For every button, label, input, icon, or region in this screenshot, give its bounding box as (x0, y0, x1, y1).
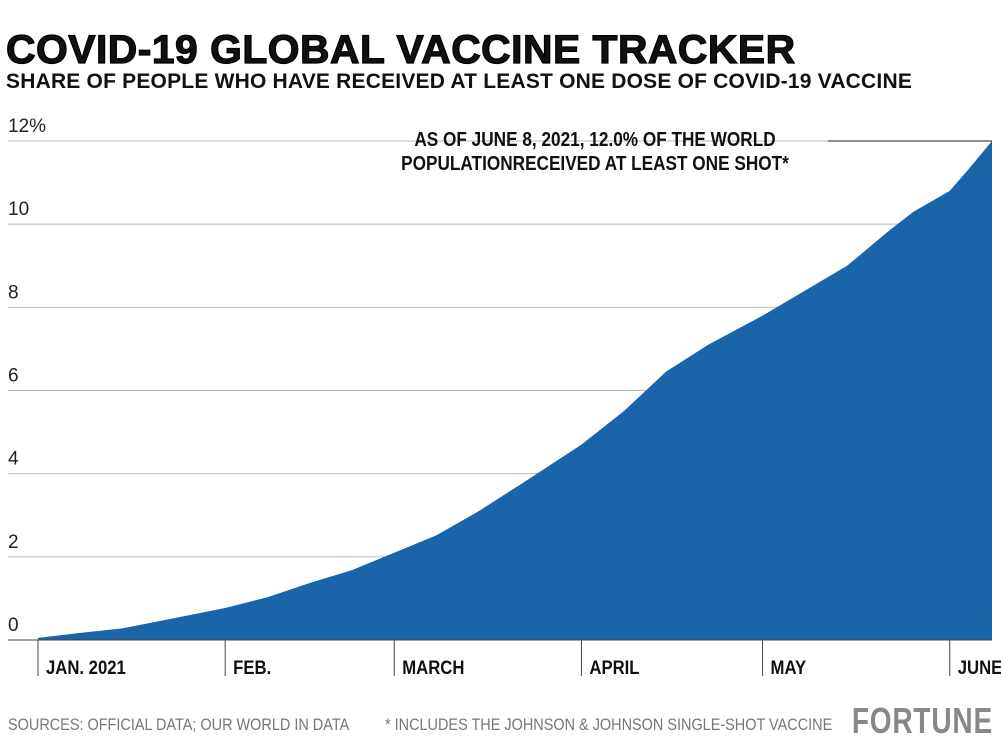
chart-title: COVID-19 GLOBAL VACCINE TRACKER (5, 27, 796, 72)
y-tick-label: 2 (8, 532, 19, 553)
x-tick-label: APRIL (589, 657, 639, 678)
sources-note: SOURCES: OFFICIAL DATA; OUR WORLD IN DAT… (8, 715, 350, 734)
annotation-line-2: POPULATIONRECEIVED AT LEAST ONE SHOT* (401, 153, 789, 175)
x-tick-label: MAY (771, 657, 807, 678)
y-tick-label: 4 (8, 449, 19, 470)
fortune-logo: FORTUNE (851, 700, 993, 741)
chart-subtitle: SHARE OF PEOPLE WHO HAVE RECEIVED AT LEA… (6, 70, 913, 93)
x-tick-label: JAN. 2021 (46, 657, 126, 678)
annotation: AS OF JUNE 8, 2021, 12.0% OF THE WORLD P… (393, 128, 797, 176)
area-chart: 0 2 4 6 8 10 12% JAN. 2021 FEB. MARCH APRIL MAY JUNE (8, 116, 1001, 678)
x-tick-label: JUNE (958, 657, 1001, 678)
x-tick-label: FEB. (233, 657, 271, 678)
annotation-line-1: AS OF JUNE 8, 2021, 12.0% OF THE WORLD (414, 129, 776, 151)
y-tick-label: 6 (8, 366, 19, 387)
y-tick-label: 10 (8, 199, 29, 220)
y-tick-label: 8 (8, 282, 19, 303)
y-tick-label: 12% (8, 116, 46, 137)
x-tick-label: MARCH (402, 657, 464, 678)
footnote: * INCLUDES THE JOHNSON & JOHNSON SINGLE-… (385, 715, 833, 734)
y-tick-label: 0 (8, 615, 19, 636)
area-series (38, 141, 992, 640)
